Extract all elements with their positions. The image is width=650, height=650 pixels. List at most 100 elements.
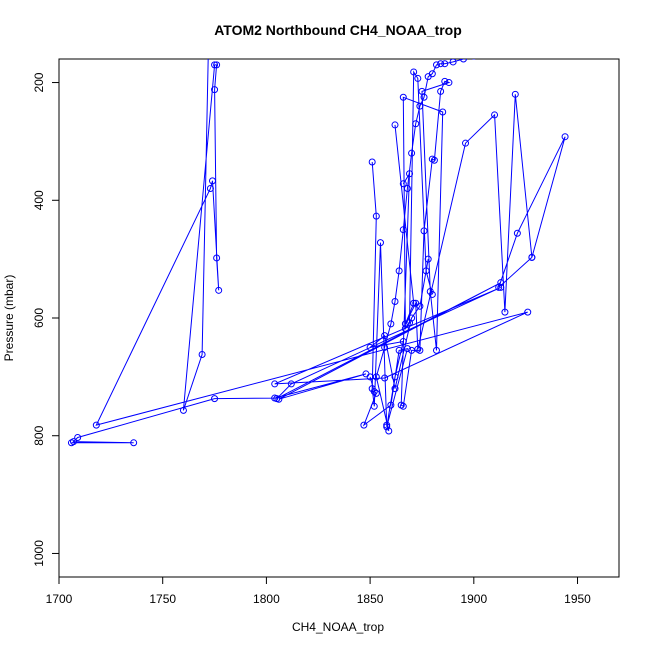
data-point — [370, 388, 378, 396]
data-point — [387, 320, 395, 328]
x-tick-label: 1700 — [46, 592, 73, 606]
data-point — [360, 421, 368, 429]
data-point — [366, 373, 374, 381]
data-point — [368, 158, 376, 166]
data-point — [428, 70, 436, 78]
data-point — [406, 170, 414, 178]
data-point — [391, 121, 399, 129]
data-point — [422, 267, 430, 275]
data-point — [441, 60, 449, 68]
data-point — [491, 111, 499, 119]
y-tick-label: 200 — [32, 72, 46, 92]
data-point — [271, 380, 279, 388]
data-series — [391, 90, 569, 353]
series-layer — [67, 59, 569, 447]
data-point — [211, 61, 219, 69]
data-point — [418, 87, 426, 95]
data-point — [381, 332, 389, 340]
x-axis-label: CH4_NOAA_trop — [292, 620, 384, 634]
data-point — [401, 320, 409, 328]
data-point — [206, 185, 214, 192]
data-point — [372, 389, 380, 397]
x-tick-label: 1950 — [564, 592, 591, 606]
data-point — [372, 212, 380, 220]
y-axis-label: Pressure (mbar) — [2, 275, 16, 362]
data-point — [211, 395, 219, 403]
data-point — [399, 338, 407, 346]
data-point — [462, 139, 470, 147]
data-point — [408, 149, 416, 157]
chart-title: ATOM2 Northbound CH4_NOAA_trop — [214, 22, 462, 38]
data-point — [399, 402, 407, 410]
y-axis: 200 400 600 800 1000 — [32, 72, 59, 567]
data-point — [395, 346, 403, 354]
data-point — [208, 177, 216, 185]
data-point — [410, 68, 418, 76]
data-point — [211, 86, 219, 94]
data-point — [432, 61, 440, 69]
data-point — [420, 227, 428, 235]
data-point — [410, 299, 418, 307]
data-point — [92, 421, 100, 429]
data-point — [391, 373, 399, 381]
data-point — [414, 74, 422, 82]
x-tick-label: 1900 — [460, 592, 487, 606]
x-tick-label: 1750 — [149, 592, 176, 606]
data-point — [459, 59, 467, 63]
data-point — [561, 133, 569, 141]
data-point — [383, 423, 391, 431]
data-point — [408, 314, 416, 322]
data-point — [179, 406, 187, 414]
data-point — [401, 325, 409, 333]
data-series — [360, 255, 432, 431]
data-point — [414, 345, 422, 353]
y-tick-label: 800 — [32, 425, 46, 445]
data-point — [428, 290, 436, 298]
data-point — [385, 427, 393, 435]
data-point — [511, 90, 519, 98]
x-tick-label: 1800 — [253, 592, 280, 606]
data-point — [439, 108, 447, 116]
series-line — [400, 70, 451, 408]
data-point — [130, 439, 138, 447]
data-point — [437, 87, 445, 95]
data-point — [437, 60, 445, 68]
data-point — [213, 61, 221, 69]
data-point — [420, 93, 428, 101]
data-point — [387, 401, 395, 409]
data-point — [524, 308, 532, 316]
data-point — [403, 345, 411, 353]
data-point — [213, 254, 221, 262]
data-point — [528, 253, 536, 261]
data-point — [273, 395, 281, 403]
data-point — [376, 239, 384, 247]
series-line — [371, 59, 466, 432]
data-point — [501, 308, 509, 316]
x-tick-label: 1850 — [357, 592, 384, 606]
y-tick-label: 1000 — [32, 540, 46, 567]
data-point — [74, 433, 82, 441]
data-point — [445, 79, 453, 87]
data-point — [432, 346, 440, 354]
y-tick-label: 400 — [32, 190, 46, 210]
x-axis: 1700 1750 1800 1850 1900 1950 — [46, 577, 591, 606]
series-line — [394, 94, 566, 350]
data-point — [70, 438, 78, 446]
data-point — [471, 59, 476, 60]
data-point — [215, 286, 223, 294]
data-point — [449, 59, 457, 66]
data-point — [395, 267, 403, 275]
data-point — [441, 77, 449, 85]
data-point — [366, 343, 374, 351]
data-point — [399, 93, 407, 101]
data-point — [430, 156, 438, 164]
data-point — [416, 302, 424, 310]
data-point — [513, 229, 521, 237]
data-point — [495, 283, 503, 291]
data-point — [198, 350, 206, 358]
data-point — [391, 298, 399, 306]
data-point — [399, 180, 407, 188]
